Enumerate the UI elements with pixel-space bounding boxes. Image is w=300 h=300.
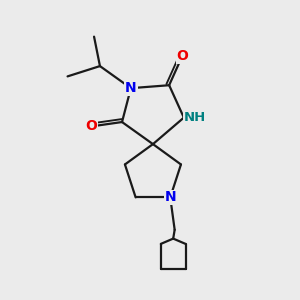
Text: N: N	[164, 190, 176, 204]
Text: O: O	[85, 119, 97, 134]
Text: N: N	[125, 81, 137, 95]
Text: NH: NH	[184, 111, 206, 124]
Text: O: O	[176, 49, 188, 63]
